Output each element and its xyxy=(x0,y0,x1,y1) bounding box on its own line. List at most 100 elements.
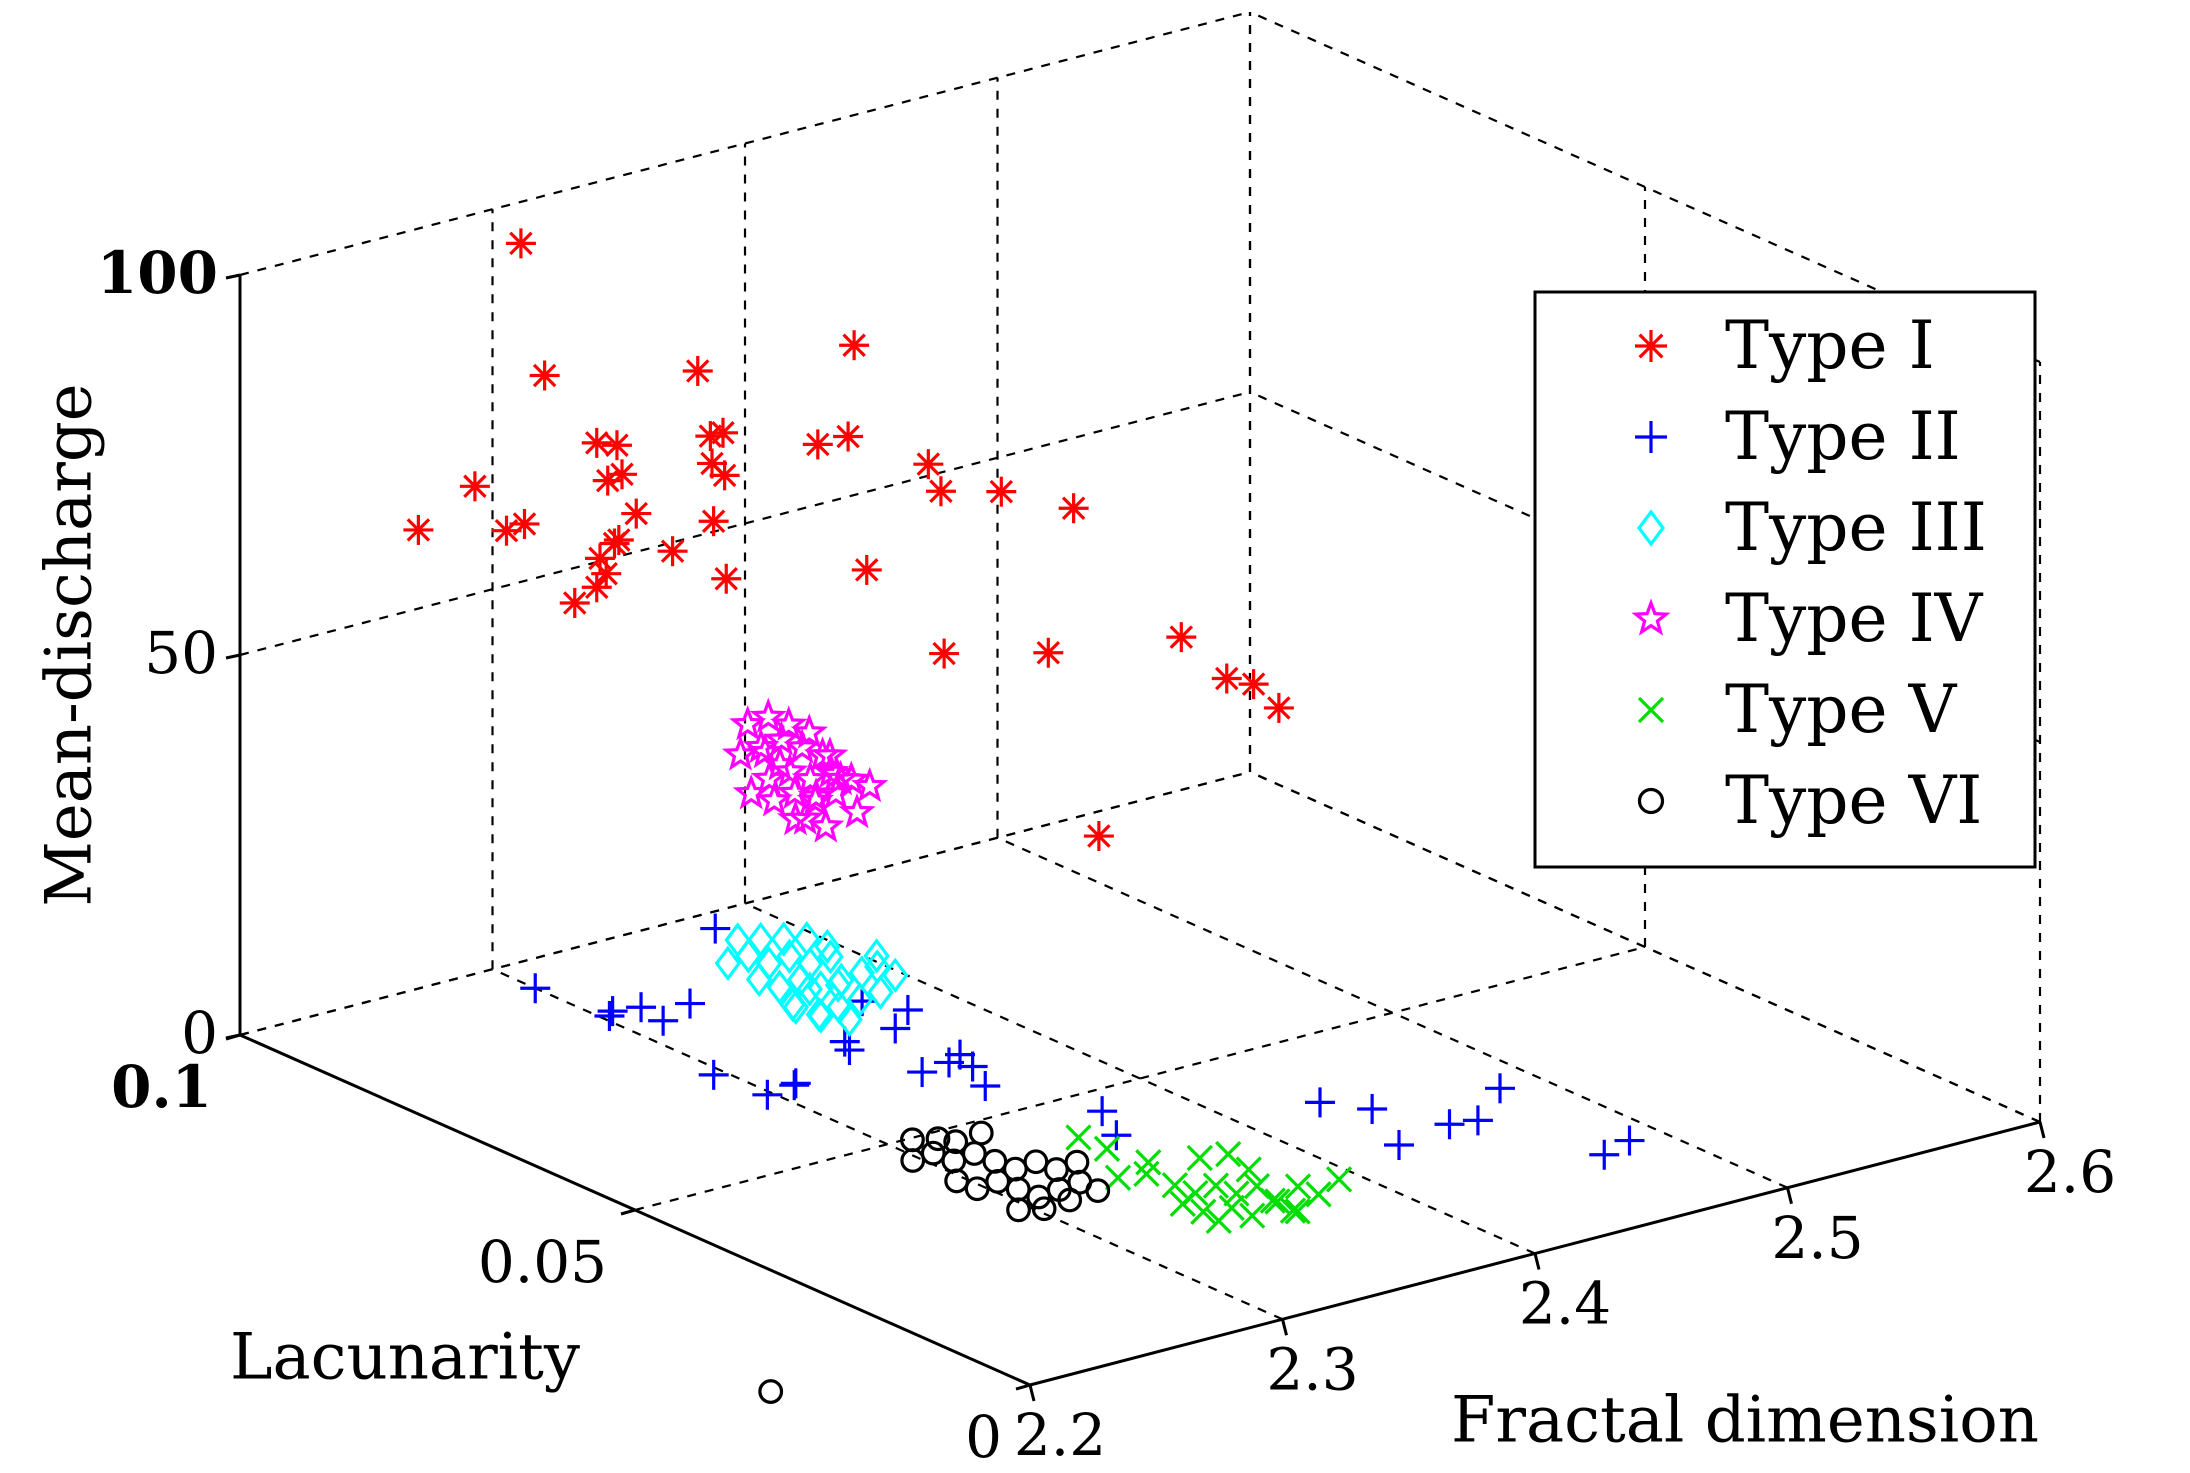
data-point xyxy=(882,957,909,993)
data-point xyxy=(749,697,787,733)
legend-label: Type III xyxy=(1725,489,1987,566)
data-point xyxy=(1462,1105,1493,1136)
data-point xyxy=(1005,1176,1031,1202)
series-type-iv xyxy=(721,697,889,843)
z-tick-mark xyxy=(225,273,241,280)
x-tick-mark xyxy=(2038,1121,2046,1139)
legend-marker xyxy=(1635,330,1667,362)
data-point xyxy=(601,430,632,461)
data-point xyxy=(929,638,960,669)
data-point xyxy=(1305,1087,1335,1118)
legend-marker xyxy=(1637,696,1665,724)
data-point xyxy=(986,476,1017,507)
data-point xyxy=(581,572,612,603)
data-point xyxy=(714,945,742,981)
data-point xyxy=(750,759,788,796)
legend-entry: Type V xyxy=(1637,671,1958,748)
data-point xyxy=(1211,663,1242,694)
floor-grid-line xyxy=(634,945,1646,1212)
data-point xyxy=(1133,1160,1160,1188)
data-point xyxy=(807,998,835,1034)
data-point xyxy=(907,1057,938,1088)
data-point xyxy=(1238,669,1269,700)
data-point xyxy=(1284,1173,1312,1200)
x-tick-mark xyxy=(1533,1253,1541,1270)
data-point xyxy=(1085,1178,1111,1204)
data-point xyxy=(968,1120,994,1146)
axes xyxy=(225,273,2046,1402)
z-tick-label: 50 xyxy=(144,619,218,687)
legend-entry: Type IV xyxy=(1631,580,1984,657)
series-type-iii xyxy=(714,920,909,1038)
data-point xyxy=(1259,1187,1286,1214)
data-point xyxy=(1279,1197,1307,1224)
series-type-i xyxy=(403,228,1294,852)
data-point xyxy=(1169,1190,1196,1218)
data-point xyxy=(802,429,833,460)
data-point xyxy=(1093,1135,1121,1162)
y-tick-label: 0.05 xyxy=(478,1228,607,1296)
data-point xyxy=(729,705,767,741)
series-type-ii xyxy=(520,913,1645,1170)
data-point xyxy=(811,736,849,772)
data-point xyxy=(603,525,634,556)
data-point xyxy=(900,1127,925,1153)
x-tick-label: 2.2 xyxy=(1014,1401,1106,1469)
legend: Type I Type II Type III Type IV Type V Type V… xyxy=(1533,290,2037,869)
data-point xyxy=(1434,1109,1465,1140)
y-tick-mark xyxy=(620,1208,636,1216)
data-point xyxy=(698,1059,729,1090)
data-point xyxy=(1190,1198,1217,1225)
x-tick-label: 2.6 xyxy=(2024,1138,2116,1206)
data-point xyxy=(1006,1197,1031,1223)
data-point xyxy=(1083,821,1114,852)
x-tick-label: 2.4 xyxy=(1519,1270,1611,1338)
data-point xyxy=(944,1168,970,1194)
data-point xyxy=(786,799,824,835)
legend-label: Type II xyxy=(1725,398,1961,475)
legend-box xyxy=(1533,290,2037,869)
data-point xyxy=(824,967,852,1003)
data-point xyxy=(1186,1144,1213,1172)
back-wall-grid-line xyxy=(239,770,1251,1037)
data-point xyxy=(834,1035,865,1066)
z-axis-label: Mean-discharge xyxy=(33,383,107,906)
legend-entry: Type I xyxy=(1635,307,1935,384)
data-point xyxy=(1305,1181,1332,1208)
data-point xyxy=(697,448,727,479)
x-tick-label: 2.5 xyxy=(1771,1204,1863,1272)
legend-label: Type I xyxy=(1725,307,1935,384)
data-point xyxy=(807,807,845,843)
data-point xyxy=(1135,1149,1162,1176)
legend-entry: Type III xyxy=(1637,489,1987,566)
data-point xyxy=(747,921,774,958)
legend-entry: Type VI xyxy=(1637,762,1982,839)
legend-marker xyxy=(1637,509,1665,547)
data-point xyxy=(925,476,956,507)
data-point xyxy=(591,558,622,589)
data-point xyxy=(581,427,612,458)
legend-marker xyxy=(1635,421,1667,453)
data-point xyxy=(920,1140,946,1166)
data-point xyxy=(1033,637,1064,668)
data-point xyxy=(851,554,882,585)
data-point xyxy=(1087,1096,1118,1127)
data-point xyxy=(746,732,784,769)
data-point xyxy=(1031,1196,1057,1222)
data-point xyxy=(1044,1157,1069,1182)
data-point xyxy=(1589,1139,1620,1170)
legend-entries: Type I Type II Type III Type IV Type V Type V… xyxy=(1631,307,1987,839)
data-point xyxy=(817,754,856,791)
data-point xyxy=(505,228,536,259)
data-point xyxy=(682,355,713,386)
legend-label: Type V xyxy=(1725,671,1958,748)
data-point xyxy=(913,449,944,480)
data-point xyxy=(793,920,821,957)
x-tick-mark xyxy=(1028,1384,1036,1402)
data-point xyxy=(817,939,844,975)
data-point xyxy=(970,1071,1001,1102)
data-point xyxy=(934,1047,964,1078)
data-point xyxy=(675,988,705,1019)
